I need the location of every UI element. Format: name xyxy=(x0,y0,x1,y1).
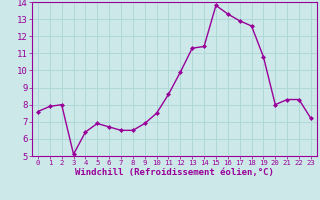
X-axis label: Windchill (Refroidissement éolien,°C): Windchill (Refroidissement éolien,°C) xyxy=(75,168,274,177)
